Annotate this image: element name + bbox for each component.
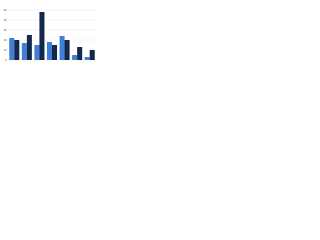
bar — [39, 12, 45, 60]
y-tick-label: 30 — [4, 28, 8, 32]
chart: 0 10 20 30 40 50 — [4, 8, 96, 62]
bar — [59, 36, 65, 60]
bar — [72, 55, 78, 60]
y-tick-label: 50 — [4, 8, 8, 12]
bar — [84, 57, 90, 60]
bar — [89, 50, 95, 60]
bar — [21, 43, 27, 60]
bar — [46, 42, 52, 60]
bar — [34, 45, 40, 60]
y-tick-label: 10 — [4, 48, 8, 52]
bar — [64, 40, 70, 60]
bar — [14, 40, 20, 60]
bar — [9, 38, 15, 60]
y-tick-label: 0 — [5, 58, 7, 62]
bar — [77, 47, 83, 60]
bar — [52, 45, 58, 60]
y-tick-label: 40 — [4, 18, 8, 22]
bar — [26, 35, 32, 60]
y-tick-label: 20 — [4, 38, 8, 42]
